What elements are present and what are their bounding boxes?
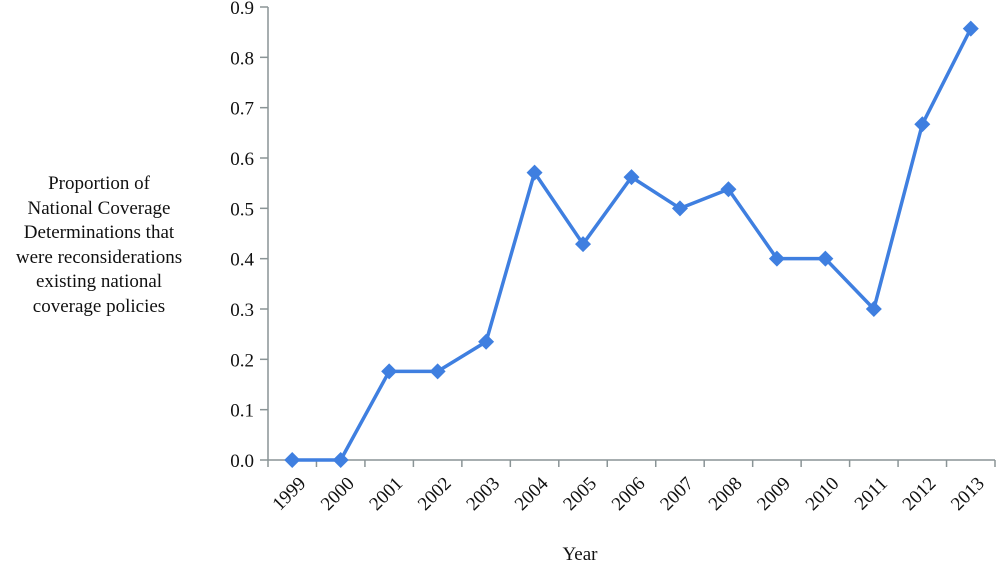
x-tick-label: 2003: [462, 473, 504, 515]
data-point-diamond: [575, 236, 592, 253]
data-point-diamond: [865, 301, 882, 317]
y-tick-label: 0.6: [230, 149, 254, 170]
data-point-diamond: [284, 452, 301, 468]
x-axis-title: Year: [562, 544, 598, 564]
data-point-diamond: [962, 20, 979, 37]
data-point-diamond: [768, 250, 785, 267]
x-tick-label: 2005: [559, 473, 601, 515]
x-tick-label: 2009: [753, 473, 795, 515]
x-tick-label: 2010: [802, 473, 844, 515]
data-point-diamond: [332, 452, 349, 468]
data-point-diamond: [478, 333, 495, 350]
y-tick-label: 0.1: [230, 401, 254, 422]
x-tick-label: 2002: [414, 473, 456, 515]
y-axis-title-line: National Coverage: [27, 197, 171, 219]
y-axis-title-line: coverage policies: [32, 295, 166, 317]
y-tick-label: 0.4: [230, 250, 254, 271]
x-axis: 1999 2000 2001 2002 2003 2004 2005 2006 2007 2008…: [267, 459, 996, 515]
y-axis-title: Proportion of National Coverage Determin…: [0, 172, 198, 319]
x-tick-label: 2004: [511, 473, 553, 515]
y-tick-label: 0.5: [230, 199, 254, 220]
y-axis-title-line: were reconsiderations: [15, 246, 183, 268]
y-axis-title-line: Proportion of: [48, 173, 150, 194]
y-tick-label: 0.2: [230, 350, 254, 371]
y-tick-label: 0.0: [230, 451, 254, 472]
data-point-diamond: [817, 250, 834, 267]
x-tick-label: 2013: [947, 473, 989, 515]
data-point-diamond: [671, 200, 688, 217]
data-point-diamond: [526, 164, 543, 181]
data-point-diamond: [720, 181, 737, 198]
data-series: [284, 20, 979, 468]
series-line: [292, 27, 973, 462]
data-point-diamond: [429, 363, 446, 380]
y-tick-label: 0.9: [230, 0, 254, 19]
x-tick-label: 2001: [365, 473, 407, 515]
x-tick-label: 2000: [317, 473, 359, 515]
data-point-diamond: [623, 169, 640, 186]
x-tick-label: 2007: [656, 473, 698, 515]
x-tick-label: 2006: [608, 473, 650, 515]
data-point-diamond: [914, 116, 931, 133]
y-axis: 0.0 0.1 0.2 0.3 0.4 0.5 0.6 0.7 0.8 0.9: [230, 0, 269, 472]
x-tick-label: 2011: [851, 473, 892, 514]
y-tick-label: 0.3: [230, 300, 254, 321]
x-tick-label: 2008: [705, 473, 747, 515]
y-tick-label: 0.8: [230, 48, 254, 69]
y-tick-label: 0.7: [230, 99, 254, 120]
y-axis-title-line: existing national: [35, 271, 163, 292]
data-point-diamond: [381, 363, 398, 380]
x-tick-label: 1999: [269, 473, 311, 515]
y-axis-title-line: Determinations that: [23, 222, 175, 243]
x-tick-label: 2012: [899, 473, 941, 515]
